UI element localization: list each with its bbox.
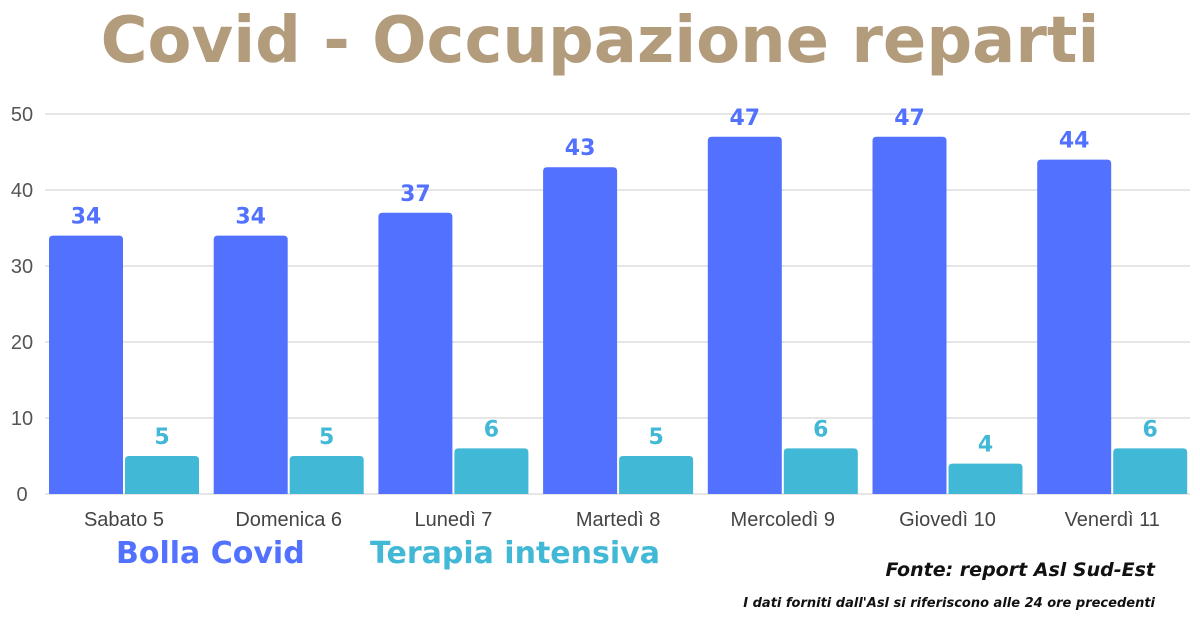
data-label: 44 [1059,129,1090,154]
data-label: 5 [648,425,663,450]
y-tick-label: 40 [11,180,33,202]
bar-bolla-covid-3 [543,167,618,494]
bar-bolla-covid-0 [49,235,123,494]
bar-terapia-intensiva-6 [1113,448,1188,494]
y-tick-label: 20 [11,332,33,354]
bar-terapia-intensiva-1 [289,456,364,494]
x-tick-label: Venerdì 11 [1065,509,1160,531]
data-label: 47 [894,106,925,131]
data-label: 6 [813,417,828,442]
data-label: 34 [235,205,266,230]
bar-terapia-intensiva-2 [454,448,529,494]
bar-terapia-intensiva-5 [948,463,1023,494]
data-label: 5 [154,425,169,450]
bar-bolla-covid-2 [378,212,453,495]
data-label: 4 [978,433,993,458]
x-tick-label: Lunedì 7 [414,509,492,531]
y-tick-label: 10 [11,408,33,430]
chart-title: Covid - Occupazione reparti [101,4,1100,78]
data-label: 47 [729,106,760,131]
bars [49,136,1188,495]
bar-terapia-intensiva-4 [783,448,858,494]
legend: Bolla Covid Terapia intensiva [116,536,660,571]
x-tick-label: Martedì 8 [576,509,660,531]
data-label: 37 [400,182,431,207]
bar-bolla-covid-1 [213,235,288,494]
legend-entry-terapia-intensiva: Terapia intensiva [370,536,660,571]
data-label: 43 [565,136,596,161]
bar-bolla-covid-5 [872,136,947,495]
source-text: Fonte: report Asl Sud-Est [886,559,1156,581]
x-tick-label: Domenica 6 [235,509,342,531]
bar-terapia-intensiva-3 [619,456,694,494]
y-tick-label: 0 [16,484,27,506]
bar-terapia-intensiva-0 [125,456,199,494]
x-axis: Sabato 5 Domenica 6 Lunedì 7 Martedì 8 Merco… [84,509,1160,531]
legend-entry-bolla-covid: Bolla Covid [116,536,305,571]
bar-bolla-covid-4 [707,136,782,495]
data-label: 34 [71,205,102,230]
x-tick-label: Giovedì 10 [899,509,996,531]
x-tick-label: Mercoledì 9 [731,509,836,531]
data-label: 6 [484,417,499,442]
bar-bolla-covid-6 [1037,159,1112,494]
footnote-text: I dati forniti dall'Asl si riferiscono a… [743,596,1155,611]
data-label: 5 [319,425,334,450]
y-tick-label: 30 [11,256,33,278]
y-tick-label: 50 [11,104,33,126]
x-tick-label: Sabato 5 [84,509,164,531]
y-axis: 0 10 20 30 40 50 [11,104,33,506]
data-label: 6 [1143,417,1158,442]
